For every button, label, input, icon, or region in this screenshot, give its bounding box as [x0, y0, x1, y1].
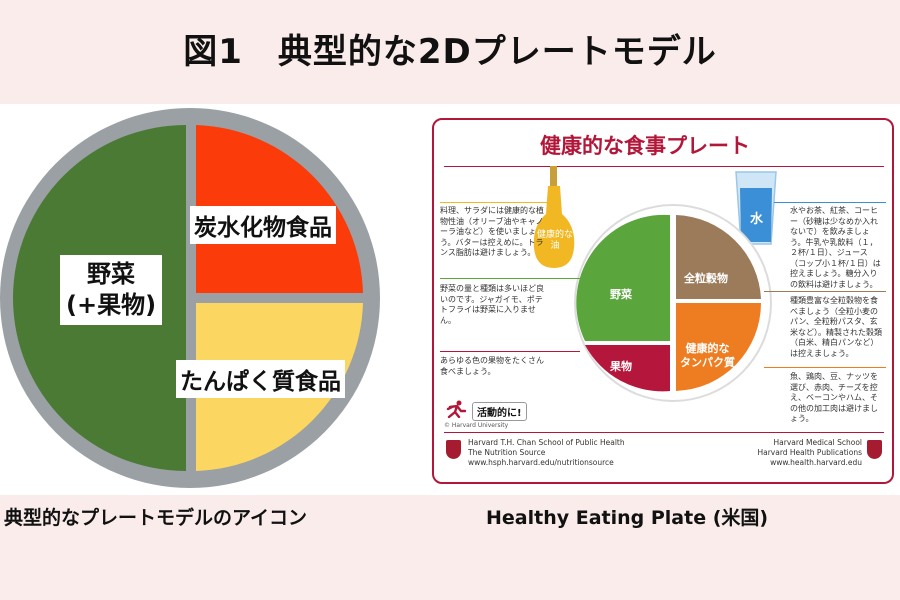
vegetables-note: 野菜の量と種類は多いほど良いのです。ジャガイモ、ポテトフライは野菜に入りません。: [440, 284, 544, 325]
grains-note-line: [764, 291, 886, 292]
hp-vegetables-label: 野菜: [610, 288, 632, 301]
vegetables-label: 野菜 (+果物): [60, 255, 163, 325]
right-caption: Healthy Eating Plate (米国): [486, 507, 769, 529]
card-title: 健康的な食事プレート: [540, 134, 750, 158]
healthy-eating-plate-card: 健康的な食事プレート 健康的な油 水 野菜 全粒穀物 果物 健康的な タンパク質…: [432, 118, 894, 484]
hp-fruit-segment: [585, 345, 670, 392]
oil-note: 料理、サラダには健康的な植物性油（オリーブ油やキャノーラ油など）を使いましょう。…: [440, 206, 544, 257]
hp-protein-segment: [676, 303, 761, 391]
hp-protein-label: 健康的な タンパク質: [680, 342, 735, 369]
water-glass-icon: [735, 171, 777, 245]
oil-bottle-icon: [533, 166, 575, 268]
fruit-note: あらゆる色の果物をたくさん食べましょう。: [440, 356, 544, 376]
protein-note: 魚、鶏肉、豆、ナッツを選び、赤肉、チーズを控え、ベーコンやハム、その他の加工肉は…: [790, 372, 878, 423]
active-label: 活動的に!: [472, 402, 527, 421]
protein-note-line: [764, 367, 886, 368]
harvard-chan-shield-icon: [446, 440, 461, 459]
carbs-label: 炭水化物食品: [190, 206, 336, 244]
title-divider: [444, 166, 884, 167]
hp-grains-label: 全粒穀物: [684, 272, 728, 285]
running-person-icon: [446, 400, 466, 418]
hp-vegetables-segment: [576, 214, 670, 341]
water-note-line: [774, 202, 886, 203]
oil-label: 健康的な油: [536, 230, 573, 251]
healthy-plate-icon: [574, 204, 772, 402]
copyright: © Harvard University: [444, 422, 509, 429]
page-title: 図1 典型的な2Dプレートモデル: [183, 32, 717, 72]
footer-left: Harvard T.H. Chan School of Public Healt…: [468, 438, 625, 467]
water-note: 水やお茶、紅茶、コーヒー（砂糖は少なめか入れないで）を飲みましょう。牛乳や乳飲料…: [790, 206, 881, 289]
grains-note: 種類豊富な全粒穀物を食べましょう（全粒小麦のパン、全粒粉パスタ、玄米など）。精製…: [790, 296, 882, 358]
oil-note-line: [440, 202, 560, 203]
hp-grains-segment: [676, 215, 761, 299]
left-caption: 典型的なプレートモデルのアイコン: [4, 507, 308, 529]
hp-fruit-label: 果物: [610, 360, 632, 373]
vegetables-note-line: [440, 278, 580, 279]
footer-divider: [444, 432, 884, 433]
water-label: 水: [750, 212, 764, 227]
footer-right: Harvard Medical School Harvard Health Pu…: [757, 438, 862, 467]
harvard-medical-shield-icon: [867, 440, 882, 459]
protein-label: たんぱく質食品: [176, 360, 345, 398]
fruit-note-line: [440, 351, 580, 352]
